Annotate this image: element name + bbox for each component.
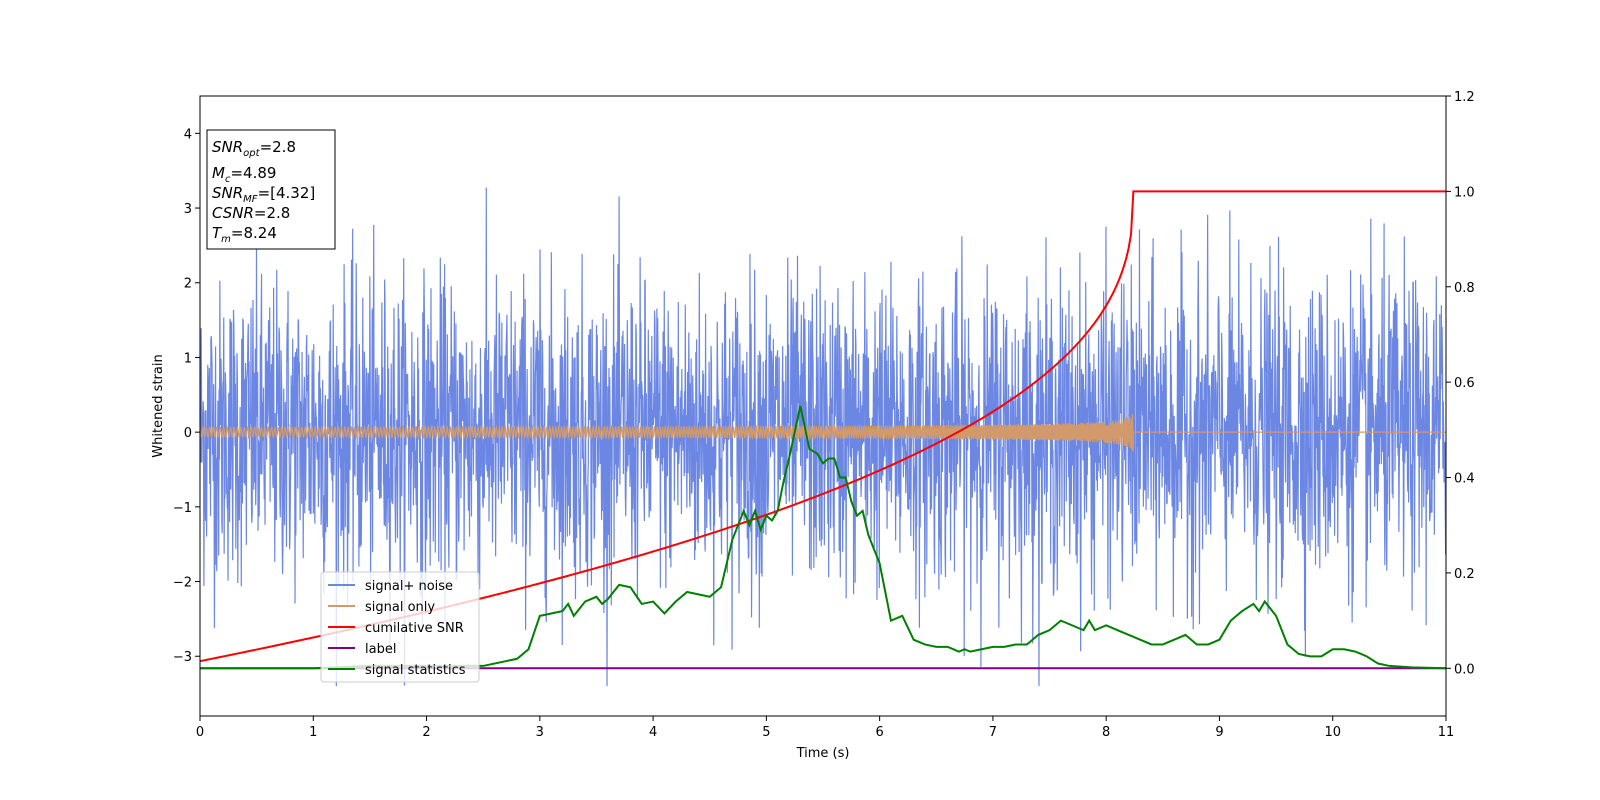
- x-tick-label: 2: [422, 725, 430, 740]
- y-tick-label: 1: [184, 351, 192, 366]
- y2-tick-label: 1.0: [1454, 185, 1475, 200]
- legend-item-signal: signal only: [365, 600, 435, 615]
- series-signal-noise: [200, 187, 1446, 687]
- info-csnr: CSNR=2.8: [212, 204, 290, 222]
- y2-tick-label: 0.2: [1454, 567, 1475, 582]
- y2-tick-label: 0.8: [1454, 281, 1475, 296]
- y2-tick-label: 0.0: [1454, 662, 1475, 677]
- y-tick-label: −2: [173, 576, 192, 591]
- y2-tick-label: 0.6: [1454, 376, 1475, 391]
- y-tick-label: 2: [184, 277, 192, 292]
- y-tick-label: −1: [173, 501, 192, 516]
- info-snr-mf: SNRMF=[4.32]: [212, 184, 315, 205]
- series-signal-statistics: [200, 405, 1446, 670]
- y-tick-label: 0: [184, 426, 192, 441]
- x-tick-label: 0: [196, 725, 204, 740]
- y-axis-ticks: −3 −2 −1 0 1 2 3 4: [173, 127, 200, 665]
- y-tick-label: 4: [184, 127, 192, 142]
- y2-tick-label: 0.4: [1454, 472, 1475, 487]
- x-tick-label: 8: [1102, 725, 1110, 740]
- x-tick-label: 7: [989, 725, 997, 740]
- x-tick-label: 10: [1324, 725, 1341, 740]
- info-snr-opt: SNRopt=2.8: [212, 138, 296, 159]
- x-tick-label: 4: [649, 725, 657, 740]
- legend-item-label: label: [365, 642, 396, 657]
- x-tick-label: 9: [1215, 725, 1223, 740]
- legend-item-statistics: signal statistics: [365, 663, 466, 678]
- info-tm: Tm=8.24: [212, 224, 277, 245]
- info-mc: Mc=4.89: [212, 164, 276, 185]
- x-tick-label: 1: [309, 725, 317, 740]
- y-axis-label: Whitened strain: [151, 354, 166, 457]
- x-axis-ticks: 0 1 2 3 4 5 6 7 8 9 10 11: [196, 716, 1454, 740]
- x-tick-label: 5: [762, 725, 770, 740]
- y-tick-label: 3: [184, 202, 192, 217]
- legend: signal+ noise signal only cumilative SNR…: [320, 571, 480, 683]
- plot-area-frame: [199, 95, 1447, 717]
- x-tick-label: 11: [1438, 725, 1455, 740]
- x-tick-label: 6: [875, 725, 883, 740]
- x-axis-label: Time (s): [796, 746, 850, 761]
- legend-item-cumulative: cumilative SNR: [365, 621, 464, 636]
- y2-tick-label: 1.2: [1454, 90, 1475, 105]
- info-box: SNRopt=2.8 Mc=4.89 SNRMF=[4.32] CSNR=2.8…: [206, 129, 336, 250]
- x-tick-label: 3: [536, 725, 544, 740]
- legend-item-noise: signal+ noise: [365, 579, 453, 594]
- y2-axis-ticks: 0.0 0.2 0.4 0.6 0.8 1.0 1.2: [1446, 90, 1475, 677]
- series-signal-only: [200, 413, 1446, 452]
- y-tick-label: −3: [173, 650, 192, 665]
